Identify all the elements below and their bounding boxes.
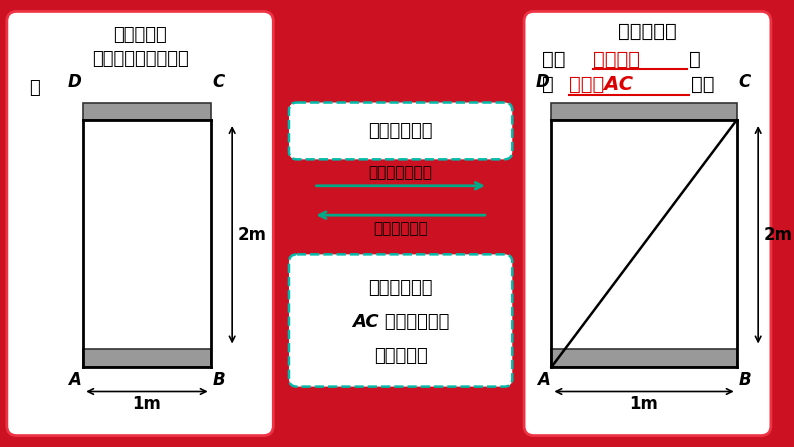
Text: D: D	[536, 73, 549, 91]
Text: 利用: 利用	[542, 50, 565, 69]
Text: 抽象成数学问题: 抽象成数学问题	[368, 165, 433, 180]
Text: 2m: 2m	[764, 226, 793, 244]
Bar	[83, 350, 210, 367]
Text: 求: 求	[542, 75, 553, 94]
Text: 2m: 2m	[238, 226, 267, 244]
Text: B: B	[213, 371, 225, 389]
Text: ？: ？	[29, 79, 40, 97]
Text: 若木板长小于: 若木板长小于	[368, 279, 433, 297]
Text: 几何问题：: 几何问题：	[618, 22, 676, 41]
Text: AC 长，则通过；: AC 长，则通过；	[352, 313, 449, 331]
Text: B: B	[738, 371, 751, 389]
Bar	[83, 102, 210, 120]
FancyBboxPatch shape	[7, 12, 273, 435]
Text: 对角线AC: 对角线AC	[569, 75, 633, 94]
Text: A: A	[68, 371, 81, 389]
Text: 木板能否从门框通过: 木板能否从门框通过	[91, 50, 188, 67]
Text: A: A	[537, 371, 549, 389]
Text: C: C	[738, 73, 751, 91]
Bar	[552, 102, 737, 120]
Text: 解决实际问题: 解决实际问题	[373, 221, 428, 236]
Text: C: C	[213, 73, 225, 91]
FancyBboxPatch shape	[289, 102, 512, 159]
Text: 求对角线的长: 求对角线的长	[368, 122, 433, 140]
Text: 实际问题：: 实际问题：	[114, 26, 167, 44]
Text: 勾股定理: 勾股定理	[592, 50, 640, 69]
FancyBboxPatch shape	[524, 12, 771, 435]
FancyBboxPatch shape	[289, 254, 512, 387]
Text: D: D	[67, 73, 81, 91]
Text: ，: ，	[688, 50, 700, 69]
Text: 1m: 1m	[133, 396, 161, 413]
Text: 的长: 的长	[691, 75, 714, 94]
Bar	[552, 350, 737, 367]
Text: 1m: 1m	[630, 396, 658, 413]
Text: 反之，不行: 反之，不行	[374, 347, 427, 365]
